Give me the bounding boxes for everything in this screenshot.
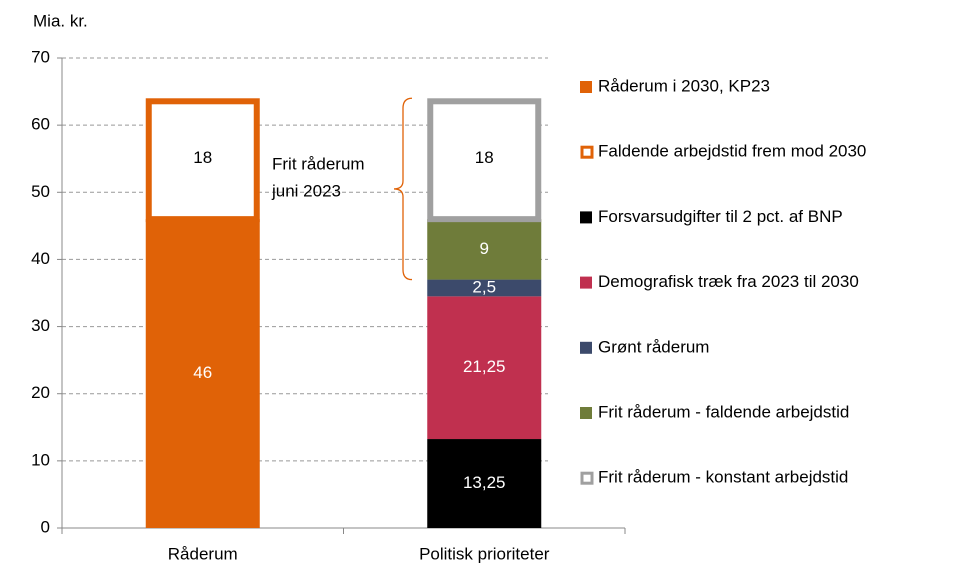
y-tick-label: 60 [31, 115, 50, 134]
legend-swatch [580, 341, 592, 354]
legend-label: Frit råderum - konstant arbejdstid [598, 468, 848, 487]
legend-swatch [580, 81, 592, 93]
legend-label: Faldende arbejdstid frem mod 2030 [598, 142, 866, 161]
y-tick-label: 20 [31, 383, 50, 402]
legend-label: Grønt råderum [598, 337, 709, 356]
brace [393, 97, 413, 281]
bar-segment [145, 98, 260, 223]
bar-segment [427, 98, 542, 223]
data-label: 13,25 [463, 473, 506, 492]
bar-segment [427, 279, 542, 297]
legend-swatch [580, 145, 594, 159]
legend-swatch [580, 211, 592, 224]
data-label: 9 [480, 239, 489, 258]
y-tick-label: 50 [31, 182, 50, 201]
annotation: juni 2023 [271, 181, 341, 200]
bar-segment [427, 296, 542, 440]
legend-label: Frit råderum - faldende arbejdstid [598, 402, 849, 421]
y-tick-label: 10 [31, 450, 50, 469]
y-tick-label: 0 [41, 517, 50, 536]
data-label: 2,5 [472, 277, 496, 296]
data-label: 18 [475, 148, 494, 167]
annotation: Frit råderum [272, 154, 365, 173]
legend-swatch [580, 276, 592, 289]
y-tick-label: 70 [31, 47, 50, 66]
y-axis-label: Mia. kr. [33, 11, 88, 30]
legend-label: Råderum i 2030, KP23 [598, 76, 770, 95]
legend-swatch [580, 471, 594, 485]
x-tick-label: Råderum [168, 544, 238, 563]
y-tick-label: 40 [31, 249, 50, 268]
legend-swatch [580, 407, 592, 419]
data-label: 21,25 [463, 357, 506, 376]
data-label: 46 [193, 363, 212, 382]
data-label: 18 [193, 148, 212, 167]
bar-segment [427, 219, 542, 280]
bar-segment [427, 439, 542, 528]
bar-segment [145, 219, 260, 528]
x-tick-label: Politisk prioriteter [419, 544, 550, 563]
y-tick-label: 30 [31, 316, 50, 335]
legend-label: Demografisk træk fra 2023 til 2030 [598, 272, 859, 291]
legend-label: Forsvarsudgifter til 2 pct. af BNP [598, 207, 843, 226]
